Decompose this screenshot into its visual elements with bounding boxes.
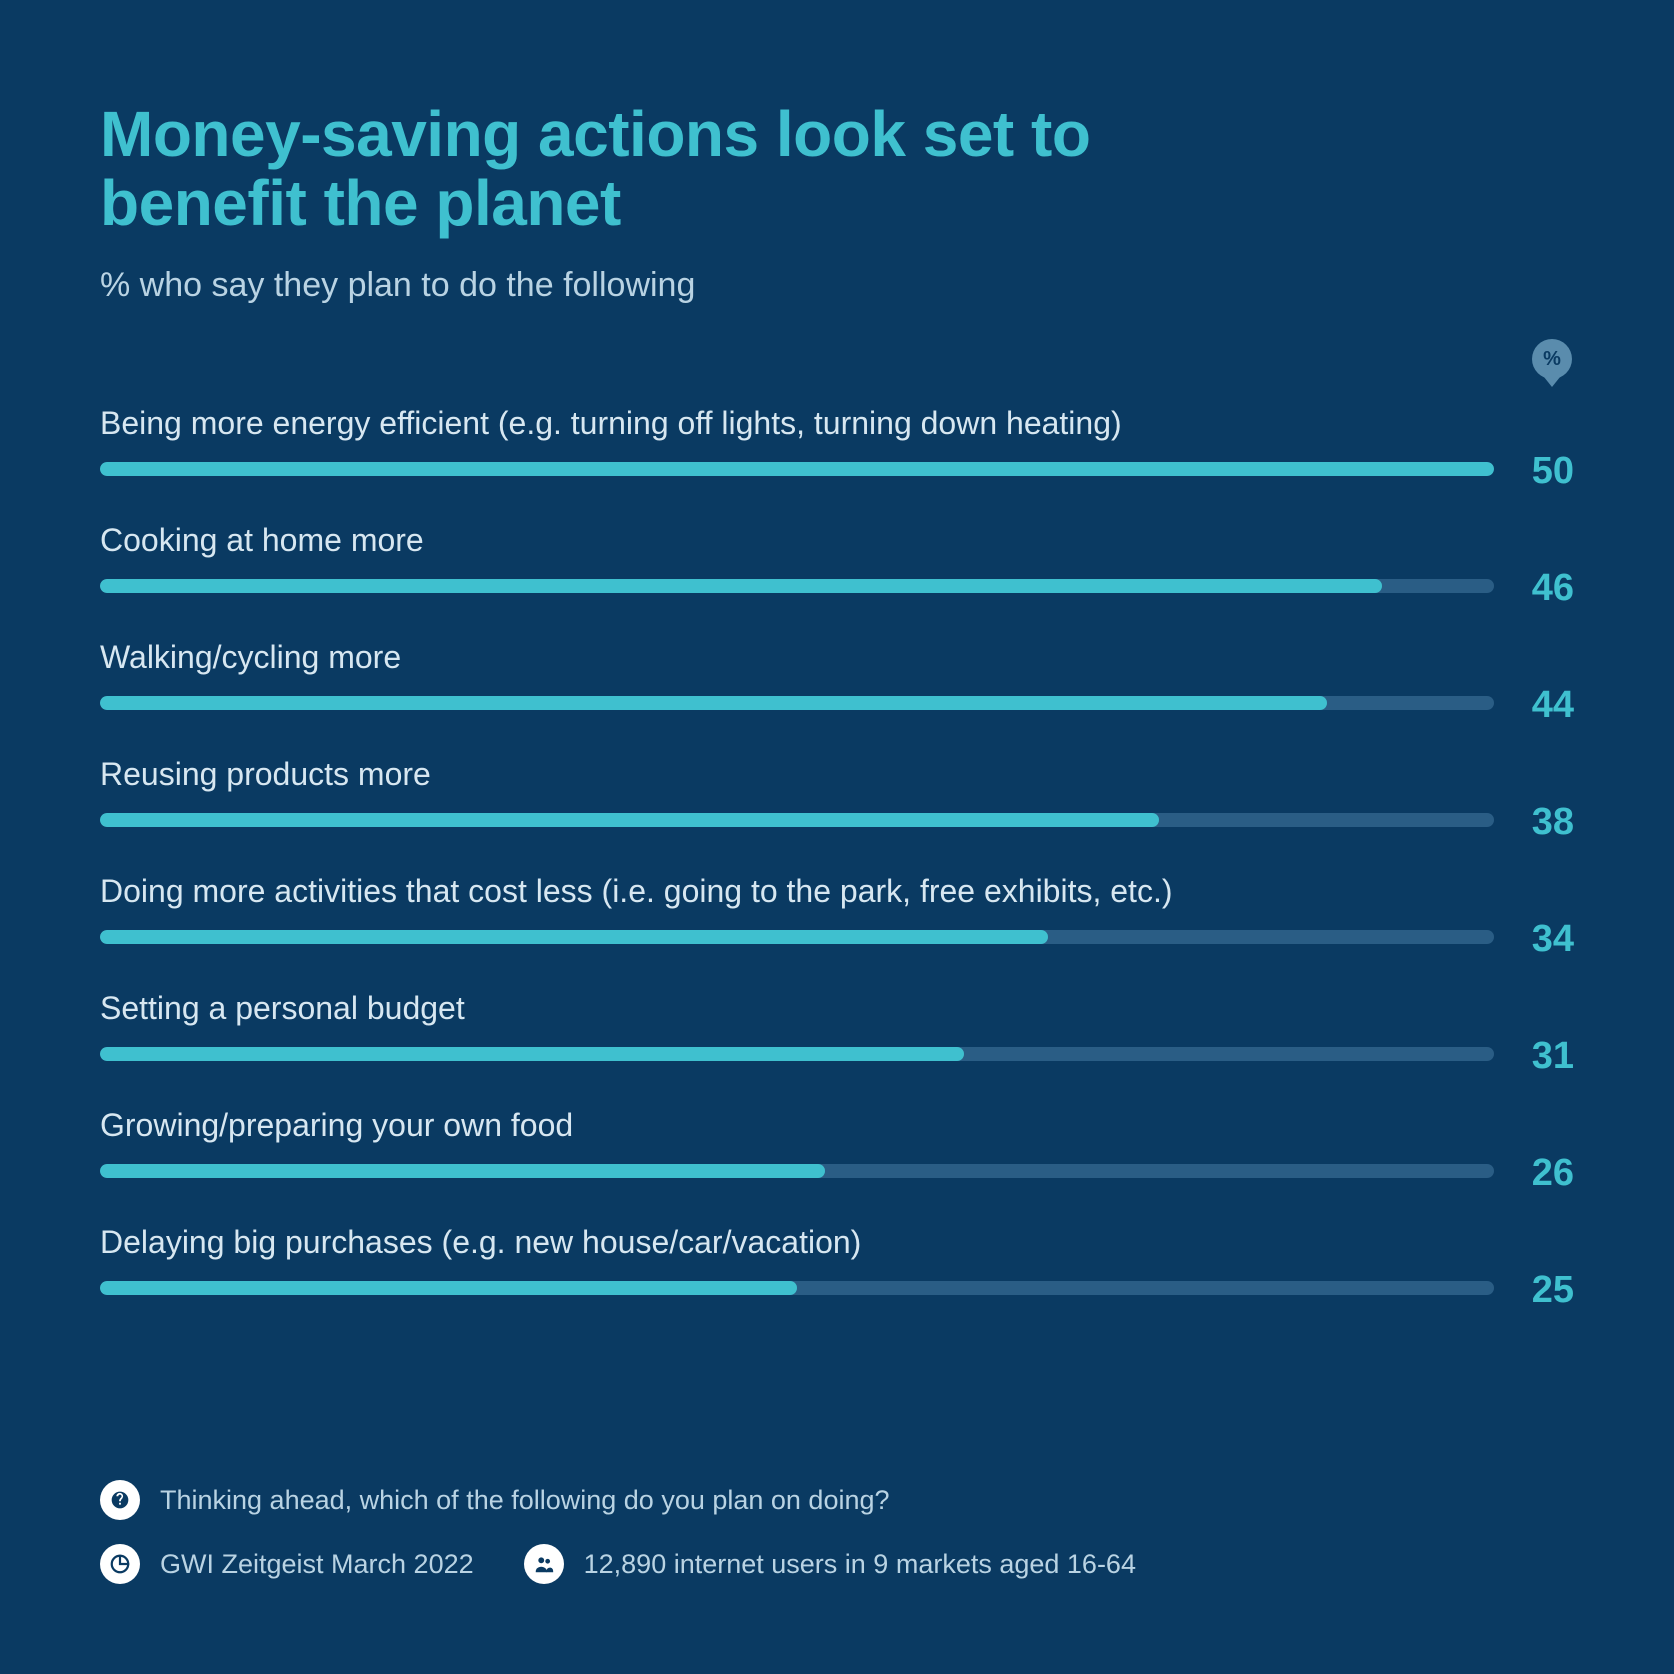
bar-value: 25	[1504, 1271, 1574, 1309]
bar-label: Reusing products more	[100, 756, 1494, 793]
bar-value: 38	[1504, 803, 1574, 841]
bar-row: Setting a personal budget31	[100, 990, 1494, 1061]
bar-label: Cooking at home more	[100, 522, 1494, 559]
bar-track	[100, 1281, 1494, 1295]
bar-value: 34	[1504, 920, 1574, 958]
percent-badge: %	[1530, 339, 1574, 387]
chart-subtitle: % who say they plan to do the following	[100, 266, 1574, 305]
infographic-canvas: Money-saving actions look set to benefit…	[0, 0, 1674, 1674]
chart-footer: Thinking ahead, which of the following d…	[100, 1456, 1574, 1584]
bar-row: Being more energy efficient (e.g. turnin…	[100, 405, 1494, 476]
bar-track	[100, 1047, 1494, 1061]
bar-fill	[100, 579, 1382, 593]
bar-row: Cooking at home more46	[100, 522, 1494, 593]
bar-fill	[100, 1281, 797, 1295]
bar-label: Being more energy efficient (e.g. turnin…	[100, 405, 1494, 442]
bar-track	[100, 696, 1494, 710]
bar-fill	[100, 462, 1494, 476]
bar-value: 44	[1504, 686, 1574, 724]
bar-row: Reusing products more38	[100, 756, 1494, 827]
bar-track	[100, 579, 1494, 593]
bar-value: 26	[1504, 1154, 1574, 1192]
bar-fill	[100, 813, 1159, 827]
bar-fill	[100, 1164, 825, 1178]
bar-row: Delaying big purchases (e.g. new house/c…	[100, 1224, 1494, 1295]
percent-badge-bubble: %	[1532, 339, 1572, 379]
percent-symbol: %	[1543, 348, 1561, 371]
footer-question: Thinking ahead, which of the following d…	[160, 1485, 890, 1516]
bar-row: Walking/cycling more44	[100, 639, 1494, 710]
source-icon	[100, 1544, 140, 1584]
bar-row: Doing more activities that cost less (i.…	[100, 873, 1494, 944]
bar-label: Setting a personal budget	[100, 990, 1494, 1027]
bar-chart: % Being more energy efficient (e.g. turn…	[100, 405, 1574, 1295]
bar-track	[100, 1164, 1494, 1178]
footer-sample: 12,890 internet users in 9 markets aged …	[584, 1549, 1136, 1580]
bar-label: Doing more activities that cost less (i.…	[100, 873, 1494, 910]
bar-track	[100, 930, 1494, 944]
bar-fill	[100, 1047, 964, 1061]
footer-source: GWI Zeitgeist March 2022	[160, 1549, 474, 1580]
sample-icon	[524, 1544, 564, 1584]
bar-label: Growing/preparing your own food	[100, 1107, 1494, 1144]
bar-row: Growing/preparing your own food26	[100, 1107, 1494, 1178]
bar-value: 31	[1504, 1037, 1574, 1075]
bar-label: Walking/cycling more	[100, 639, 1494, 676]
bar-fill	[100, 930, 1048, 944]
bar-value: 46	[1504, 569, 1574, 607]
bar-fill	[100, 696, 1327, 710]
chart-title: Money-saving actions look set to benefit…	[100, 100, 1200, 238]
bar-label: Delaying big purchases (e.g. new house/c…	[100, 1224, 1494, 1261]
bar-track	[100, 813, 1494, 827]
bar-track	[100, 462, 1494, 476]
question-icon	[100, 1480, 140, 1520]
bar-value: 50	[1504, 452, 1574, 490]
